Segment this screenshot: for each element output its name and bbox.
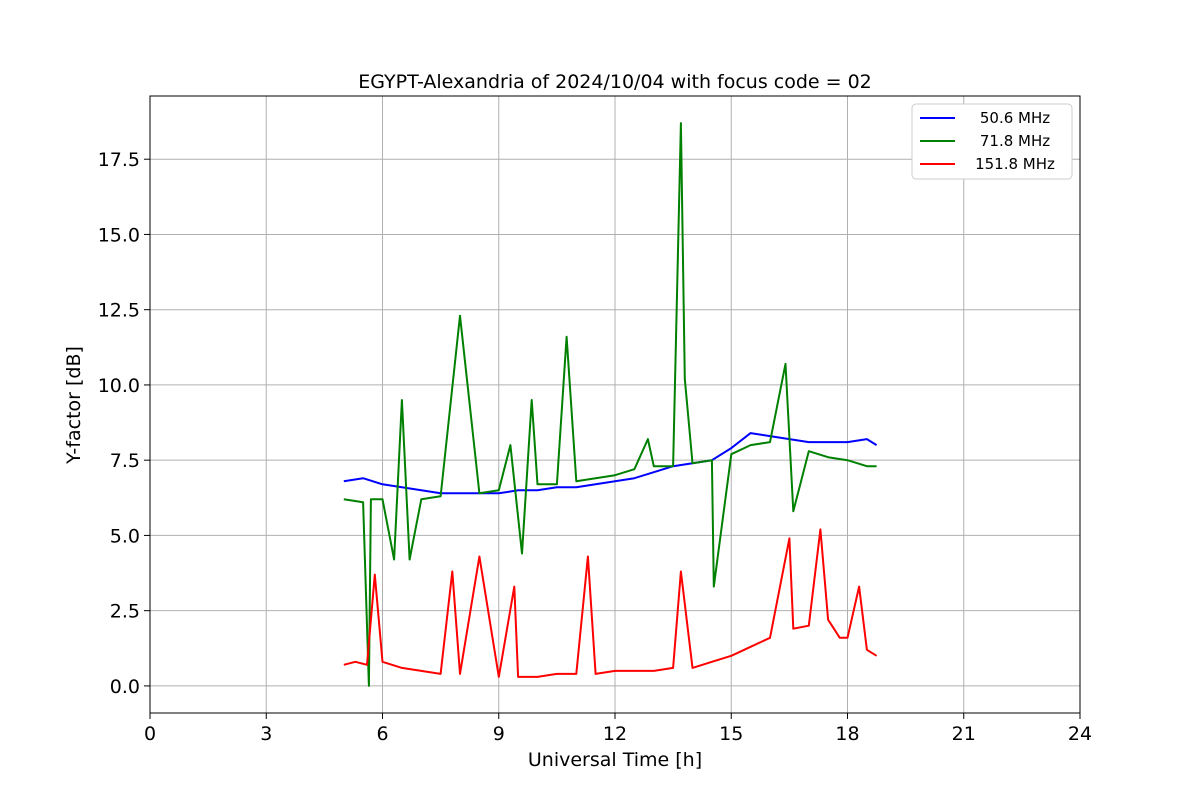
legend: 50.6 MHz 71.8 MHz 151.8 MHz: [911, 103, 1073, 180]
series-line-1: [343, 432, 878, 495]
y-tick-label: 12.5: [98, 300, 140, 322]
x-tick-label: 18: [835, 723, 859, 745]
x-tick-label: 21: [952, 723, 976, 745]
y-tick-label: 0.0: [110, 676, 140, 698]
x-tick-label: 0: [144, 723, 156, 745]
x-tick-label: 15: [719, 723, 743, 745]
legend-label: 71.8 MHz: [980, 132, 1050, 150]
x-axis-ticks: 0 3 6 9 12 15 18 21 24: [144, 713, 1092, 745]
x-tick-label: 24: [1068, 723, 1092, 745]
y-tick-label: 17.5: [98, 149, 140, 171]
series-group: [343, 122, 878, 687]
x-tick-label: 12: [603, 723, 627, 745]
series-line-2: [343, 122, 877, 687]
x-tick-label: 9: [493, 723, 505, 745]
y-axis-label: Y-factor [dB]: [63, 346, 85, 465]
y-tick-label: 15.0: [98, 224, 140, 246]
y-tick-label: 5.0: [110, 525, 140, 547]
x-tick-label: 3: [260, 723, 272, 745]
chart-title: EGYPT-Alexandria of 2024/10/04 with focu…: [358, 71, 872, 93]
series-line-3: [343, 528, 878, 678]
x-tick-label: 6: [376, 723, 388, 745]
y-tick-label: 7.5: [110, 450, 140, 472]
legend-box: [911, 103, 1073, 180]
y-tick-label: 2.5: [110, 601, 140, 623]
legend-label: 50.6 MHz: [980, 109, 1050, 127]
legend-label: 151.8 MHz: [975, 155, 1055, 173]
y-tick-label: 10.0: [98, 375, 140, 397]
x-axis-label: Universal Time [h]: [528, 749, 702, 771]
y-axis-ticks: 0.0 2.5 5.0 7.5 10.0 12.5 15.0 17.5: [98, 149, 150, 698]
